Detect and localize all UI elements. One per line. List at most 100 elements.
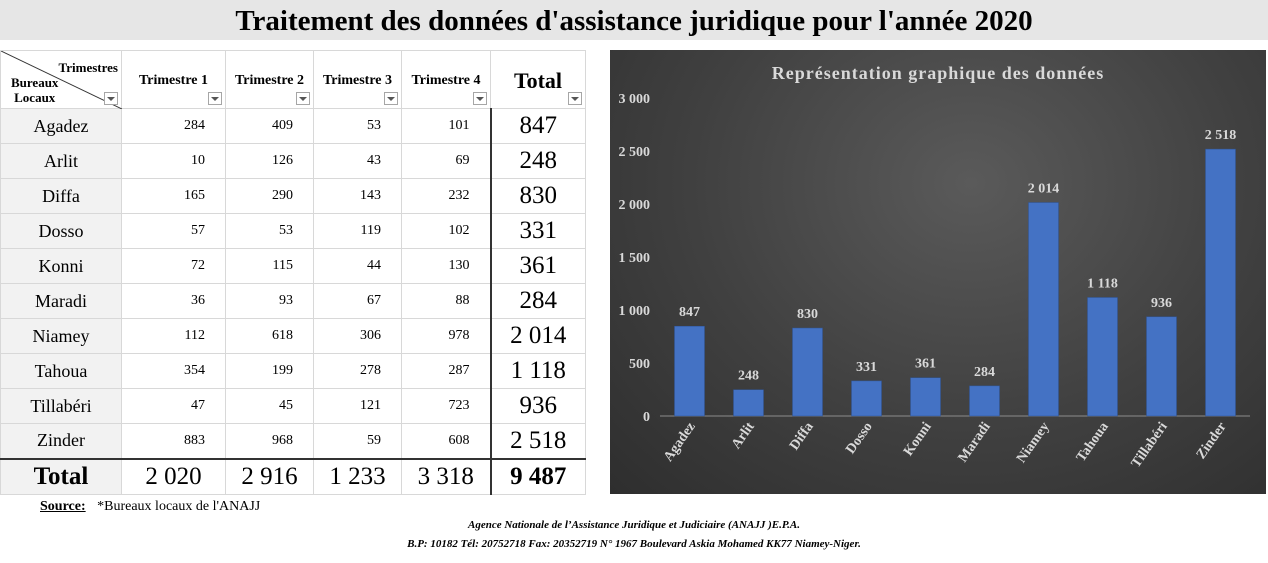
x-tick-label: Arlit <box>729 419 758 451</box>
cell-total: 2 014 <box>489 318 586 354</box>
cell-total: 331 <box>489 213 586 249</box>
filter-dropdown-icon[interactable] <box>568 92 582 105</box>
x-tick-label: Tillabéri <box>1129 420 1171 471</box>
cell-q1: 10 <box>121 143 226 179</box>
bar-agadez <box>674 325 705 417</box>
grand-total: 9 487 <box>489 458 586 495</box>
cell-total: 847 <box>489 108 586 144</box>
table-row: Diffa 165 290 143 232 830 <box>0 178 586 214</box>
cell-q1: 36 <box>121 283 226 319</box>
cell-q3: 278 <box>313 353 402 389</box>
cell-total: 2 518 <box>489 423 586 459</box>
x-tick-label: Dosso <box>843 420 875 457</box>
bar-tillabéri <box>1146 316 1177 417</box>
total-q4: 3 318 <box>401 458 491 495</box>
data-table: Trimestres Bureaux Locaux Trimestre 1 Tr… <box>0 50 586 495</box>
office-name: Zinder <box>0 423 122 459</box>
header-total-label: Total <box>513 67 563 93</box>
filter-dropdown-icon[interactable] <box>384 92 398 105</box>
header-quarter-1-label: Trimestre 1 <box>138 72 209 88</box>
cell-q4: 608 <box>401 423 491 459</box>
cell-q3: 143 <box>313 178 402 214</box>
total-row-label: Total <box>0 458 122 495</box>
cell-q2: 115 <box>225 248 314 284</box>
cell-q2: 409 <box>225 108 314 144</box>
cell-total: 936 <box>489 388 586 424</box>
bar-konni <box>910 377 941 417</box>
y-tick-label: 2 500 <box>619 145 651 160</box>
chart-panel: Représentation graphique des données 0 500… <box>610 50 1266 494</box>
office-name: Konni <box>0 248 122 284</box>
cell-q4: 102 <box>401 213 491 249</box>
data-label: 2 014 <box>1028 182 1060 197</box>
x-tick-label: Konni <box>901 420 935 459</box>
cell-q2: 45 <box>225 388 314 424</box>
source-label: Source: <box>40 499 86 514</box>
cell-q3: 121 <box>313 388 402 424</box>
cell-q3: 53 <box>313 108 402 144</box>
cell-q4: 287 <box>401 353 491 389</box>
bar-chart: Représentation graphique des données 0 500… <box>619 63 1250 471</box>
x-tick-label: Diffa <box>787 420 817 453</box>
data-label: 936 <box>1151 296 1172 311</box>
filter-dropdown-icon[interactable] <box>473 92 487 105</box>
data-label: 361 <box>915 357 936 372</box>
filter-dropdown-icon[interactable] <box>208 92 222 105</box>
cell-q2: 290 <box>225 178 314 214</box>
bar-dosso <box>851 380 882 417</box>
agency-address: B.P: 10182 Tél: 20752718 Fax: 20352719 N… <box>407 538 861 550</box>
filter-dropdown-icon[interactable] <box>296 92 310 105</box>
y-tick-label: 3 000 <box>619 92 651 107</box>
cell-q2: 618 <box>225 318 314 354</box>
agency-name: Agence Nationale de l’Assistance Juridiq… <box>468 519 800 531</box>
table-row: Arlit 10 126 43 69 248 <box>0 143 586 179</box>
office-name: Tillabéri <box>0 388 122 424</box>
corner-label-offices-line2: Locaux <box>14 90 56 105</box>
cell-q1: 47 <box>121 388 226 424</box>
data-label: 1 118 <box>1087 276 1118 291</box>
x-tick-label: Zinder <box>1194 420 1230 462</box>
cell-q1: 112 <box>121 318 226 354</box>
chart-title: Représentation graphique des données <box>772 63 1105 83</box>
table-header-row: Trimestres Bureaux Locaux Trimestre 1 Tr… <box>0 50 586 109</box>
data-label: 331 <box>856 360 877 375</box>
header-quarter-3: Trimestre 3 <box>313 50 402 109</box>
header-quarter-2: Trimestre 2 <box>225 50 314 109</box>
corner-label-offices: Bureaux Locaux <box>11 75 58 105</box>
cell-q3: 44 <box>313 248 402 284</box>
table-row: Tillabéri 47 45 121 723 936 <box>0 388 586 424</box>
cell-q3: 67 <box>313 283 402 319</box>
filter-dropdown-icon[interactable] <box>104 92 118 105</box>
y-tick-label: 2 000 <box>619 198 651 213</box>
y-tick-label: 500 <box>629 357 650 372</box>
x-tick-label: Niamey <box>1014 420 1053 466</box>
cell-total: 361 <box>489 248 586 284</box>
corner-label-offices-line1: Bureaux <box>11 75 59 90</box>
cell-q1: 883 <box>121 423 226 459</box>
source-note: Source: *Bureaux locaux de l'ANAJJ <box>40 499 260 515</box>
cell-q4: 88 <box>401 283 491 319</box>
table-row: Tahoua 354 199 278 287 1 118 <box>0 353 586 389</box>
office-name: Arlit <box>0 143 122 179</box>
bar-maradi <box>969 385 1000 417</box>
data-label: 830 <box>797 307 818 322</box>
bar-zinder <box>1205 148 1236 417</box>
corner-label-quarters: Trimestres <box>58 60 118 75</box>
table-row: Maradi 36 93 67 88 284 <box>0 283 586 319</box>
cell-total: 284 <box>489 283 586 319</box>
y-tick-label: 1 500 <box>619 251 651 266</box>
cell-q2: 53 <box>225 213 314 249</box>
cell-q4: 232 <box>401 178 491 214</box>
cell-q4: 723 <box>401 388 491 424</box>
source-text: *Bureaux locaux de l'ANAJJ <box>97 499 261 514</box>
header-quarter-1: Trimestre 1 <box>121 50 226 109</box>
cell-q1: 354 <box>121 353 226 389</box>
bar-arlit <box>733 389 764 417</box>
cell-q4: 978 <box>401 318 491 354</box>
y-tick-label: 0 <box>643 410 650 425</box>
header-quarter-2-label: Trimestre 2 <box>234 72 305 88</box>
corner-diagonal <box>1 51 122 109</box>
cell-q3: 119 <box>313 213 402 249</box>
office-name: Tahoua <box>0 353 122 389</box>
total-q3: 1 233 <box>313 458 402 495</box>
